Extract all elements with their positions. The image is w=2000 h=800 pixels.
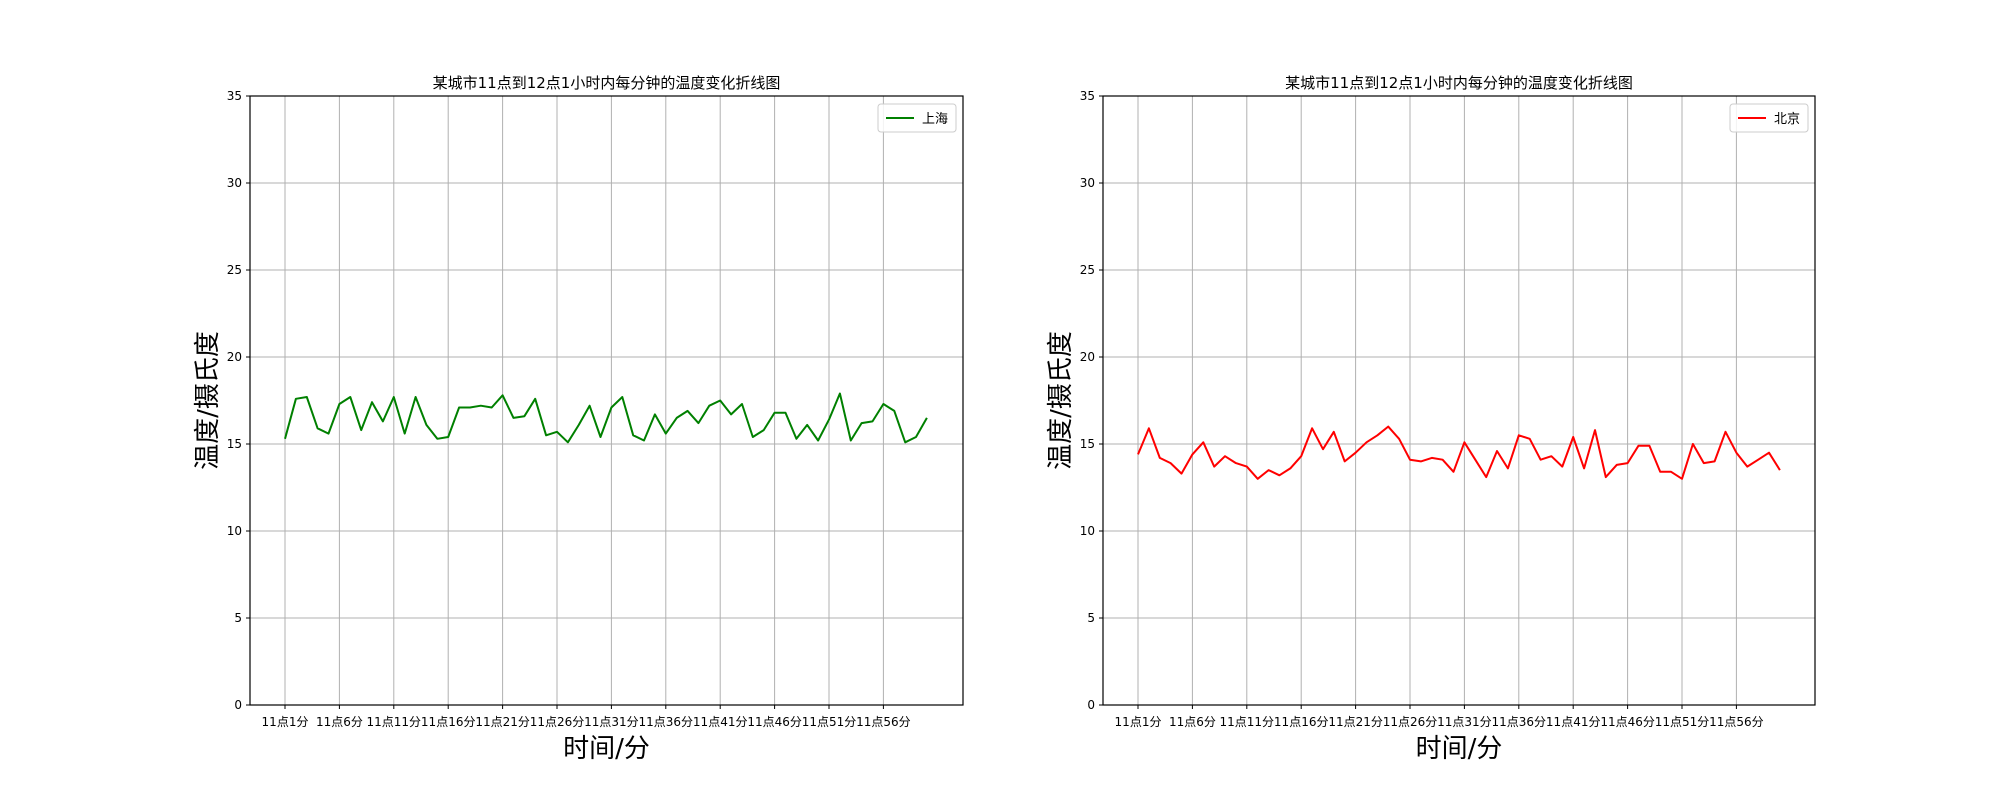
x-tick-label: 11点6分 [1169,715,1216,729]
y-tick-label: 15 [1080,437,1095,451]
y-tick-label: 10 [1080,524,1095,538]
chart-title: 某城市11点到12点1小时内每分钟的温度变化折线图 [433,74,781,92]
chart-title: 某城市11点到12点1小时内每分钟的温度变化折线图 [1285,74,1633,92]
legend-label: 北京 [1774,112,1800,127]
x-tick-label: 11点11分 [1220,715,1275,729]
series-line-0 [284,392,928,444]
x-tick-label: 11点11分 [367,715,422,729]
x-tick-label: 11点6分 [316,715,363,729]
x-tick-label: 11点26分 [1383,715,1438,729]
x-tick-label: 11点36分 [639,715,694,729]
legend-box [1729,103,1809,133]
y-axis-label: 温度/摄氏度 [1046,331,1076,470]
x-tick-label: 11点36分 [1492,715,1547,729]
x-tick-label: 11点26分 [530,715,585,729]
x-tick-label: 11点31分 [584,715,639,729]
x-tick-label: 11点41分 [693,715,748,729]
x-tick-label: 11点21分 [1328,715,1383,729]
x-tick-label: 11点41分 [1546,715,1601,729]
x-tick-label: 11点56分 [1709,715,1764,729]
y-tick-label: 15 [227,437,242,451]
y-tick-label: 5 [234,611,242,625]
x-tick-label: 11点1分 [1115,715,1162,729]
y-tick-label: 20 [1080,350,1095,364]
x-tick-label: 11点31分 [1437,715,1492,729]
y-tick-label: 25 [227,263,242,277]
x-tick-label: 11点51分 [802,715,857,729]
series-line-0 [1137,425,1781,480]
y-tick-label: 25 [1080,263,1095,277]
x-tick-label: 11点21分 [475,715,530,729]
plot-frame [1102,95,1816,706]
x-axis-label: 时间/分 [563,734,650,764]
y-tick-label: 10 [227,524,242,538]
x-tick-label: 11点56分 [856,715,911,729]
x-tick-label: 11点46分 [1600,715,1655,729]
x-tick-label: 11点51分 [1655,715,1710,729]
plot-frame [249,95,964,706]
x-tick-label: 11点16分 [421,715,476,729]
y-axis-label: 温度/摄氏度 [193,331,223,470]
y-tick-label: 35 [227,89,242,103]
y-tick-label: 30 [1080,176,1095,190]
y-tick-label: 0 [234,698,242,712]
x-tick-label: 11点1分 [262,715,309,729]
y-tick-label: 5 [1087,611,1095,625]
y-tick-label: 30 [227,176,242,190]
x-tick-label: 11点16分 [1274,715,1329,729]
y-tick-label: 35 [1080,89,1095,103]
y-tick-label: 0 [1087,698,1095,712]
legend-box [877,103,957,133]
x-axis-label: 时间/分 [1416,734,1503,764]
y-tick-label: 20 [227,350,242,364]
x-tick-label: 11点46分 [747,715,802,729]
legend-label: 上海 [922,112,948,127]
